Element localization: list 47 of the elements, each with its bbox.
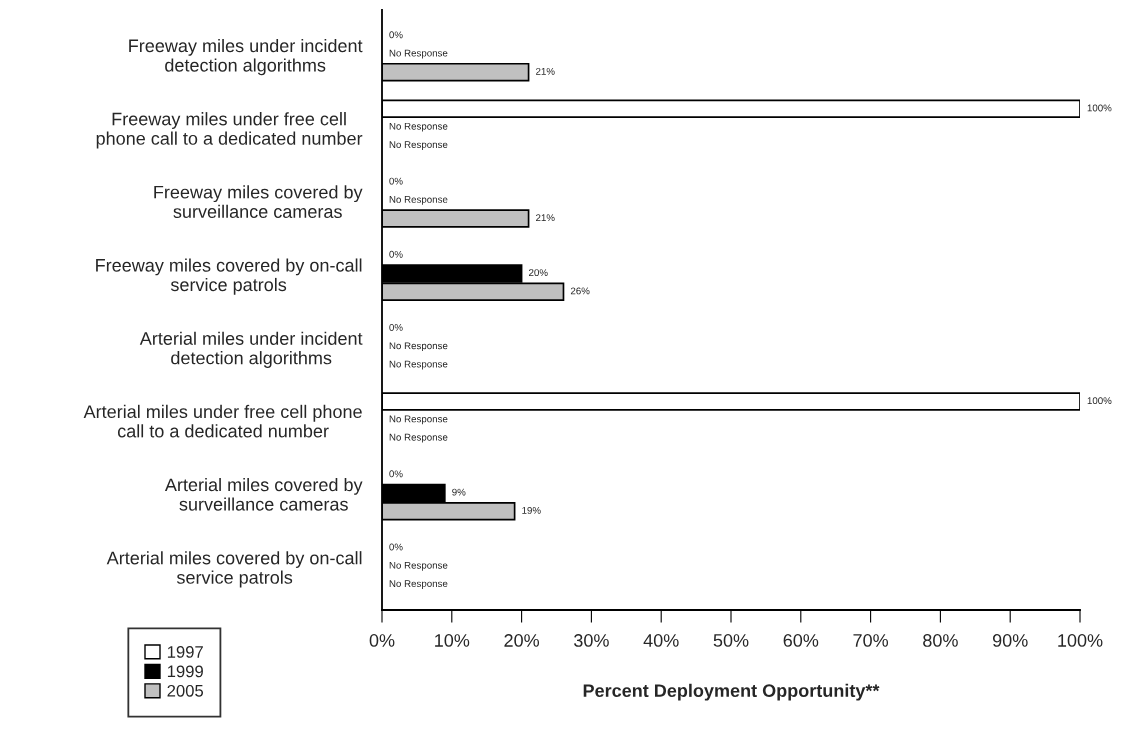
text: No Response [389, 580, 448, 589]
y-tick-label: Arterial miles covered by surveillance cameras [164, 477, 363, 511]
y-tick-label: Freeway miles covered by on-call service patrols [96, 258, 362, 295]
text: No Response [389, 561, 448, 571]
x-axis-title: Percent Deployment Opportunity** [583, 683, 880, 701]
data-label: 0% [389, 31, 403, 39]
data-label: 21% [536, 214, 555, 222]
data-label: 19% [522, 506, 541, 514]
text: No Response [389, 196, 448, 205]
data-label: 0% [389, 177, 403, 185]
x-tick-label: 60% [783, 634, 819, 647]
data-label: 9% [452, 488, 466, 496]
y-tick-label: Arterial miles under incident detection algorithms [139, 331, 363, 368]
y-tick-label: Freeway miles under incident detection algorithms [129, 38, 363, 76]
text: No Response [389, 141, 448, 150]
legend-label: 1999 [167, 665, 203, 678]
x-tick-label: 30% [574, 634, 609, 647]
x-tick-label: 90% [992, 634, 1028, 647]
data-label: 20% [529, 269, 548, 277]
y-tick-label: Freeway miles covered by surveillance cameras [154, 185, 363, 218]
x-tick-label: 100% [1058, 634, 1103, 647]
text: No Response [389, 49, 448, 59]
data-label: 100% [1087, 104, 1112, 112]
text: No Response [389, 360, 448, 370]
legend-label: 2005 [167, 684, 204, 697]
x-tick-label: 70% [853, 634, 889, 647]
data-label: 0% [389, 543, 403, 551]
data-label: 0% [389, 324, 403, 331]
x-tick-label: 50% [713, 634, 749, 647]
text: No Response [389, 122, 448, 132]
legend-label: 1997 [167, 645, 203, 658]
y-tick-label: Arterial miles under free cell phone call to a dedicated number [83, 404, 362, 438]
data-label: 100% [1087, 397, 1112, 405]
x-tick-label: 80% [923, 634, 958, 647]
y-tick-label: Freeway miles under free cell phone call to a dedicated number [96, 112, 363, 149]
y-tick-label: Arterial miles covered by on-call service patrols [106, 551, 362, 588]
text: No Response [389, 342, 448, 352]
x-tick-label: 20% [504, 634, 540, 647]
data-label: 26% [570, 287, 590, 295]
text: No Response [389, 415, 448, 425]
data-label: 0% [389, 470, 403, 478]
x-tick-label: 10% [435, 634, 470, 647]
x-tick-label: 0% [369, 634, 395, 647]
data-label: 21% [536, 67, 555, 75]
x-tick-label: 40% [643, 634, 679, 647]
text: No Response [389, 433, 448, 443]
data-label: 0% [389, 250, 403, 258]
